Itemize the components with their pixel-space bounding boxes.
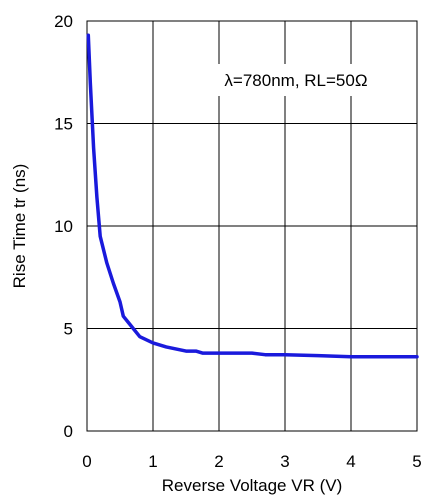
y-tick-label: 10 xyxy=(54,217,73,236)
x-tick-label: 3 xyxy=(280,452,289,471)
y-tick-label: 5 xyxy=(64,320,73,339)
annotation-background xyxy=(196,64,396,96)
plot-area-frame xyxy=(86,20,418,432)
y-tick-label: 15 xyxy=(54,115,73,134)
annotation-label: λ=780nm, RL=50Ω xyxy=(224,71,367,90)
y-axis-title: Rise Time tr (ns) xyxy=(10,164,29,289)
y-tick-label: 0 xyxy=(64,422,73,441)
y-tick-label: 20 xyxy=(54,12,73,31)
x-tick-label: 5 xyxy=(412,452,421,471)
x-tick-label: 1 xyxy=(148,452,157,471)
series-layer xyxy=(86,33,419,359)
y-axis-tick-labels: 0 5 10 15 20 xyxy=(54,12,73,441)
x-axis-title: Reverse Voltage VR (V) xyxy=(162,476,342,495)
x-tick-label: 4 xyxy=(346,452,355,471)
rise-time-series-line xyxy=(86,33,419,359)
x-tick-label: 2 xyxy=(214,452,223,471)
x-axis-tick-labels: 0 1 2 3 4 5 xyxy=(82,452,421,471)
x-tick-label: 0 xyxy=(82,452,91,471)
